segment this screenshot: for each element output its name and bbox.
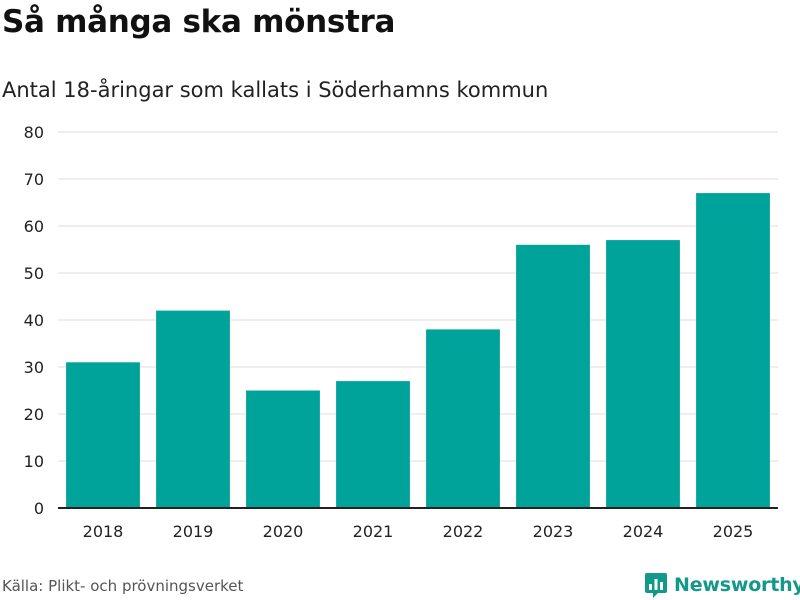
bar-2022	[426, 329, 500, 508]
brand-name: Newsworthy	[674, 574, 800, 596]
y-tick-label: 10	[24, 452, 44, 471]
y-tick-label: 70	[24, 170, 44, 189]
x-tick-label: 2025	[713, 522, 754, 541]
y-tick-label: 0	[34, 499, 44, 518]
x-tick-label: 2018	[83, 522, 124, 541]
bar-2020	[246, 390, 320, 508]
y-tick-label: 50	[24, 264, 44, 283]
chart-title: Så många ska mönstra	[2, 4, 396, 40]
chart-subtitle: Antal 18-åringar som kallats i Söderhamn…	[2, 78, 549, 102]
x-tick-label: 2019	[173, 522, 214, 541]
bars	[66, 193, 770, 509]
brand-logo: Newsworthy	[644, 570, 800, 600]
x-axis-ticks: 2018 2019 2020 2021 2022 2023 2024 2025	[83, 522, 754, 541]
bar-2023	[516, 244, 590, 509]
x-tick-label: 2021	[353, 522, 394, 541]
y-tick-label: 40	[24, 311, 44, 330]
bar-2019	[156, 310, 230, 508]
newsworthy-logo-icon	[645, 573, 667, 598]
bar-2021	[336, 381, 410, 508]
x-tick-label: 2022	[443, 522, 484, 541]
y-tick-label: 80	[24, 123, 44, 142]
y-axis-ticks: 0 10 20 30 40 50 60 70 80	[24, 123, 44, 518]
x-tick-label: 2023	[533, 522, 574, 541]
source-note: Källa: Plikt- och prövningsverket	[2, 577, 244, 595]
x-tick-label: 2024	[623, 522, 664, 541]
bar-2024	[606, 240, 680, 508]
x-tick-label: 2020	[263, 522, 304, 541]
y-tick-label: 20	[24, 405, 44, 424]
bar-2018	[66, 362, 140, 508]
y-tick-label: 30	[24, 358, 44, 377]
y-tick-label: 60	[24, 217, 44, 236]
bar-2025	[696, 193, 770, 508]
